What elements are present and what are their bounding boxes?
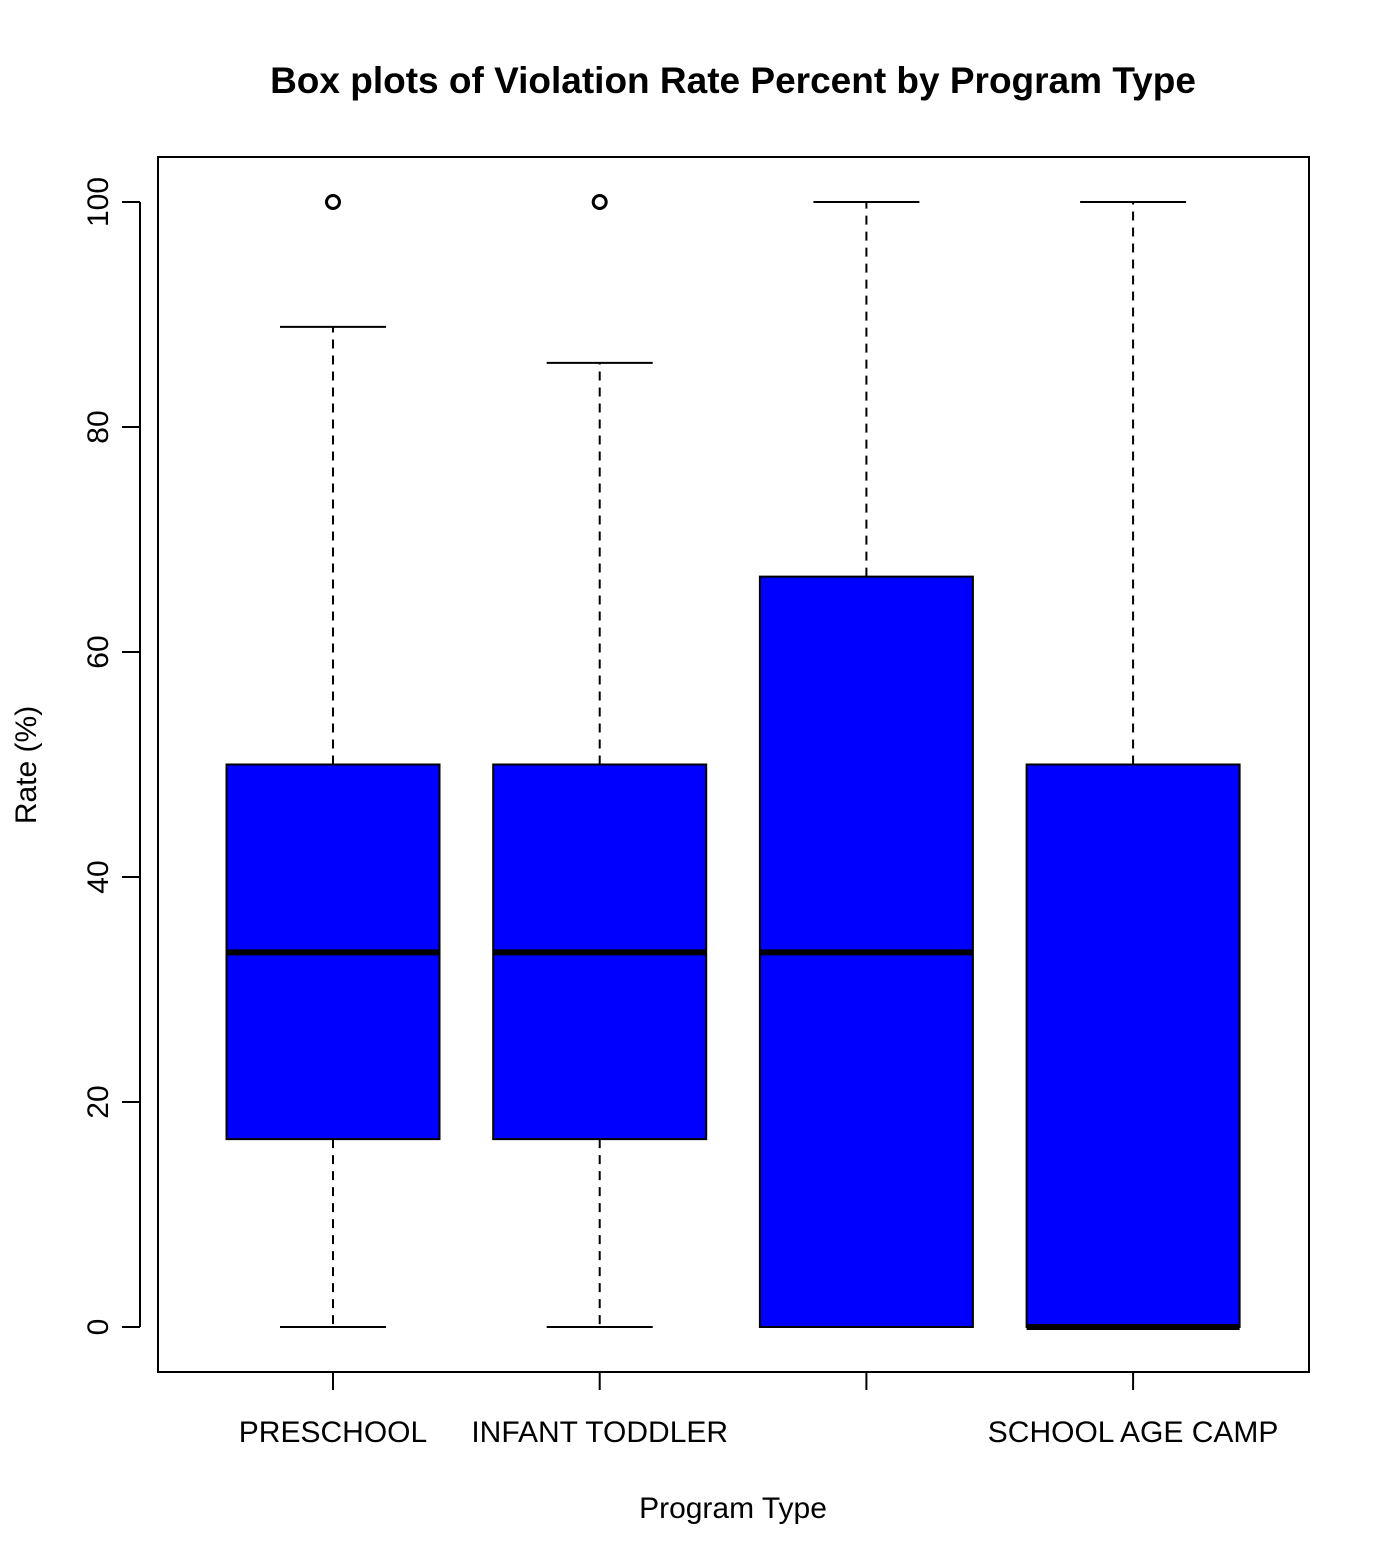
y-axis: 0 20 40 60 80 100 [82, 177, 141, 1336]
y-tick-label: 60 [82, 635, 115, 668]
y-tick-label: 80 [82, 410, 115, 443]
y-tick-label: 100 [82, 177, 115, 227]
x-axis-label: Program Type [639, 1492, 827, 1525]
box-3 [758, 201, 974, 1328]
boxes-group [225, 194, 1241, 1330]
y-tick-label: 40 [82, 860, 115, 893]
plot-frame [157, 156, 1310, 1373]
outlier-point [325, 194, 341, 210]
box-2 [492, 194, 708, 1328]
outlier-point [591, 194, 608, 210]
x-tick-label: SCHOOL AGE CAMP [988, 1416, 1279, 1449]
iqr-box [1025, 763, 1241, 1328]
y-axis-label: Rate (%) [10, 706, 43, 824]
y-tick-label: 0 [82, 1319, 115, 1336]
chart-title: Box plots of Violation Rate Percent by P… [270, 60, 1196, 101]
box-4 [1025, 201, 1241, 1330]
x-tick-label: PRESCHOOL [239, 1416, 427, 1449]
x-axis: PRESCHOOL INFANT TODDLER SCHOOL AGE CAMP [239, 1372, 1279, 1449]
box-1 [225, 194, 441, 1328]
x-tick-label: INFANT TODDLER [471, 1416, 728, 1449]
y-tick-label: 20 [82, 1085, 115, 1118]
